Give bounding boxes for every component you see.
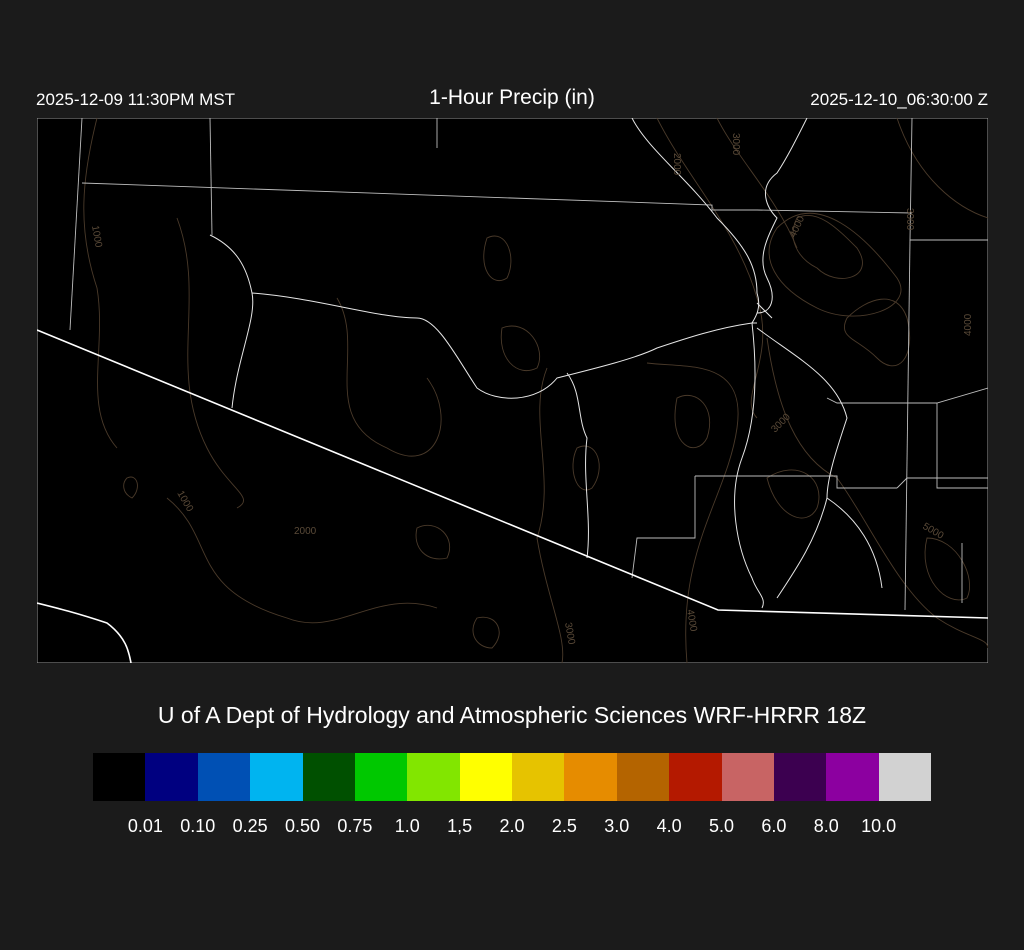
contour-label: 3000 xyxy=(904,208,915,231)
map-frame xyxy=(37,118,988,663)
map-title: 1-Hour Precip (in) xyxy=(429,86,595,109)
contour-label: 4000 xyxy=(963,313,974,336)
colorbar-label: 6.0 xyxy=(761,816,787,836)
contour-label: 2000 xyxy=(671,153,682,176)
colorbar-swatch xyxy=(250,753,303,801)
coastline-and-border xyxy=(37,329,988,663)
colorbar-labels: 0.01 0.10 0.25 0.50 0.75 1.0 1,5 2.0 2.5 3.0 4.0 5.… xyxy=(0,816,1024,840)
contour-label: 4000 xyxy=(684,609,699,633)
colorbar-label: 10.0 xyxy=(861,816,897,836)
colorbar-swatch xyxy=(721,753,774,801)
colorbar-label: 2.5 xyxy=(551,816,577,836)
colorbar-swatch xyxy=(878,753,931,801)
colorbar-swatch xyxy=(826,753,879,801)
colorbar-swatch xyxy=(145,753,198,801)
colorbar-swatch xyxy=(616,753,670,801)
colorbar-swatch xyxy=(197,753,251,801)
colorbar-swatch xyxy=(512,753,565,801)
colorbar-swatch xyxy=(669,753,722,801)
colorbar-swatch xyxy=(407,753,460,801)
contour-label: 3000 xyxy=(730,133,741,156)
colorbar-swatch xyxy=(564,753,617,801)
colorbar-label: 5.0 xyxy=(708,816,735,836)
model-credit: U of A Dept of Hydrology and Atmospheric… xyxy=(157,702,867,728)
colorbar-label: 0.25 xyxy=(232,816,268,836)
colorbar-label: 3.0 xyxy=(604,816,630,836)
colorbar-label: 1,5 xyxy=(447,816,473,836)
colorbar-label: 2.0 xyxy=(499,816,525,836)
colorbar-label: 4.0 xyxy=(656,816,682,836)
colorbar-label: 0.10 xyxy=(180,816,216,836)
colorbar-swatch xyxy=(354,753,408,801)
colorbar-label: 0.01 xyxy=(127,816,163,836)
contour-label: 1000 xyxy=(89,225,104,249)
political-borders xyxy=(69,118,988,611)
contour-label: 3000 xyxy=(562,622,577,646)
colorbar-label: 8.0 xyxy=(813,816,839,836)
local-time-label: 2025-12-09 11:30PM MST xyxy=(36,90,236,109)
contour-label: 2000 xyxy=(294,526,317,537)
colorbar-label: 1.0 xyxy=(394,816,420,836)
colorbar-swatch xyxy=(93,753,146,801)
rivers-and-state-lines xyxy=(209,118,883,609)
terrain-contours xyxy=(83,118,988,663)
colorbar-swatch xyxy=(773,753,827,801)
colorbar-swatch xyxy=(302,753,355,801)
utc-time-label: 2025-12-10_06:30:00 Z xyxy=(810,90,988,109)
colorbar-label: 0.75 xyxy=(337,816,373,836)
precip-map: 1000 3000 2000 3000 4000 3000 4000 3000 … xyxy=(37,118,988,663)
colorbar-swatch xyxy=(459,753,512,801)
colorbar-label: 0.50 xyxy=(284,816,321,836)
precip-colorbar xyxy=(93,753,931,801)
